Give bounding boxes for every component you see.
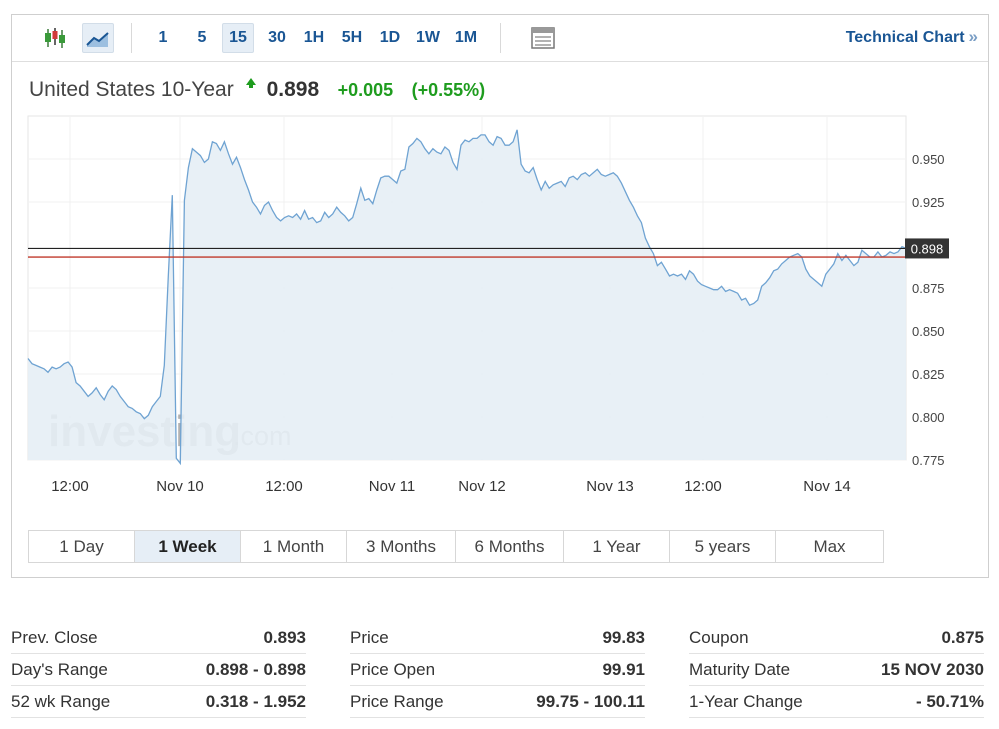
range-1-year-button[interactable]: 1 Year	[564, 531, 670, 562]
interval-1m-button[interactable]: 1M	[454, 29, 478, 46]
range-5-years-button[interactable]: 5 years	[670, 531, 776, 562]
price-area-fill	[28, 129, 906, 464]
y-tick-label: 0.925	[912, 195, 945, 210]
stat-value: 0.875	[941, 627, 984, 647]
stat-label: Day's Range	[11, 659, 108, 679]
candlestick-icon[interactable]	[39, 23, 71, 53]
stat-row-52-wk-range: 52 wk Range 0.318 - 1.952	[11, 686, 306, 718]
interval-5-button[interactable]: 5	[197, 29, 207, 46]
toolbar-separator	[500, 23, 501, 53]
y-tick-label: 0.875	[912, 281, 945, 296]
stat-label: 1-Year Change	[689, 691, 803, 711]
range-6-months-button[interactable]: 6 Months	[456, 531, 564, 562]
stat-label: Price Open	[350, 659, 436, 679]
range-max-button[interactable]: Max	[813, 537, 846, 556]
interval-1h-button[interactable]: 1H	[303, 29, 325, 46]
stat-label: Price	[350, 627, 389, 647]
x-tick-label: 12:00	[51, 478, 89, 495]
stat-label: Price Range	[350, 691, 444, 711]
price-line	[27, 129, 907, 466]
stat-label: Coupon	[689, 627, 749, 647]
x-tick-label: Nov 12	[458, 478, 506, 495]
stat-label: Prev. Close	[11, 627, 98, 647]
line-chart-icon[interactable]	[82, 23, 114, 53]
last-price: 0.898	[266, 78, 320, 101]
stat-label: Maturity Date	[689, 659, 791, 679]
double-chevron-right-icon: »	[968, 27, 978, 46]
y-tick-label: 0.800	[912, 410, 945, 425]
x-tick-label: Nov 14	[803, 478, 851, 495]
chart-toolbar: 1 5 15 30 1H 5H 1D 1W 1M Technical Chart»	[12, 15, 988, 62]
stat-row-prev-close: Prev. Close 0.893	[11, 622, 306, 654]
range-1-day-button[interactable]: 1 Day	[29, 531, 135, 562]
stat-value: 0.898 - 0.898	[205, 659, 306, 679]
current-price-tag-label: 0.898	[911, 241, 944, 256]
time-range-selector: 1 Day 1 Week 1 Month 3 Months 6 Months 1 Year…	[28, 530, 884, 563]
stat-value: 99.91	[602, 659, 645, 679]
range-3-months-button[interactable]: 3 Months	[347, 531, 456, 562]
range-1-month-button[interactable]: 1 Month	[241, 531, 347, 562]
stats-column-1: Prev. Close 0.893 Day's Range 0.898 - 0.898…	[11, 622, 306, 718]
stat-value: - 50.71%	[915, 691, 984, 711]
interval-1d-button[interactable]: 1D	[379, 29, 401, 46]
price-change-percent: (+0.55%)	[411, 80, 486, 100]
instrument-name: United States 10-Year	[29, 78, 234, 101]
interval-5h-button[interactable]: 5H	[341, 29, 363, 46]
interval-1-button[interactable]: 1	[158, 29, 168, 46]
stat-value: 0.318 - 1.952	[205, 691, 306, 711]
stat-row-coupon: Coupon 0.875	[689, 622, 984, 654]
y-tick-label: 0.825	[912, 367, 945, 382]
price-chart[interactable]: 0.950 0.925 0.875 0.850 0.825 0.800 0.775 12:00…	[12, 15, 988, 525]
range-1-week-button[interactable]: 1 Week	[135, 531, 241, 562]
chart-widget: 1 5 15 30 1H 5H 1D 1W 1M Technical Chart» United…	[11, 14, 989, 578]
price-change: +0.005	[337, 80, 394, 100]
y-tick-label: 0.950	[912, 152, 945, 167]
current-price-tag	[905, 238, 949, 259]
stat-row-price: Price 99.83	[350, 622, 645, 654]
x-tick-label: 12:00	[265, 478, 303, 495]
stats-column-2: Price 99.83 Price Open 99.91 Price Range 99.7…	[350, 622, 645, 718]
stat-value: 99.75 - 100.11	[536, 691, 645, 711]
stat-row-1-year-change: 1-Year Change - 50.71%	[689, 686, 984, 718]
stats-column-3: Coupon 0.875 Maturity Date 15 NOV 2030 1-Yea…	[689, 622, 984, 718]
x-tick-label: Nov 11	[369, 478, 415, 495]
toolbar-separator	[131, 23, 132, 53]
stat-row-price-open: Price Open 99.91	[350, 654, 645, 686]
stat-row-day-s-range: Day's Range 0.898 - 0.898	[11, 654, 306, 686]
x-tick-label: Nov 13	[586, 478, 634, 495]
stat-label: 52 wk Range	[11, 691, 111, 711]
up-arrow-icon	[246, 77, 257, 88]
stat-row-price-range: Price Range 99.75 - 100.11	[350, 686, 645, 718]
y-tick-label: 0.775	[912, 453, 945, 468]
technical-chart-label: Technical Chart	[845, 29, 965, 46]
stat-value: 15 NOV 2030	[880, 659, 984, 679]
table-view-icon[interactable]	[527, 23, 559, 53]
interval-1w-button[interactable]: 1W	[416, 29, 440, 46]
x-tick-label: 12:00	[684, 478, 722, 495]
quote-header: United States 10-Year 0.898 +0.005 (+0.5…	[29, 75, 485, 105]
stat-value: 0.893	[263, 627, 306, 647]
technical-chart-link[interactable]: Technical Chart»	[846, 15, 978, 61]
interval-15-button[interactable]: 15	[222, 23, 254, 53]
stat-row-maturity-date: Maturity Date 15 NOV 2030	[689, 654, 984, 686]
y-tick-label: 0.850	[912, 324, 945, 339]
interval-30-button[interactable]: 30	[268, 29, 286, 46]
x-tick-label: Nov 10	[156, 478, 204, 495]
stat-value: 99.83	[602, 627, 645, 647]
